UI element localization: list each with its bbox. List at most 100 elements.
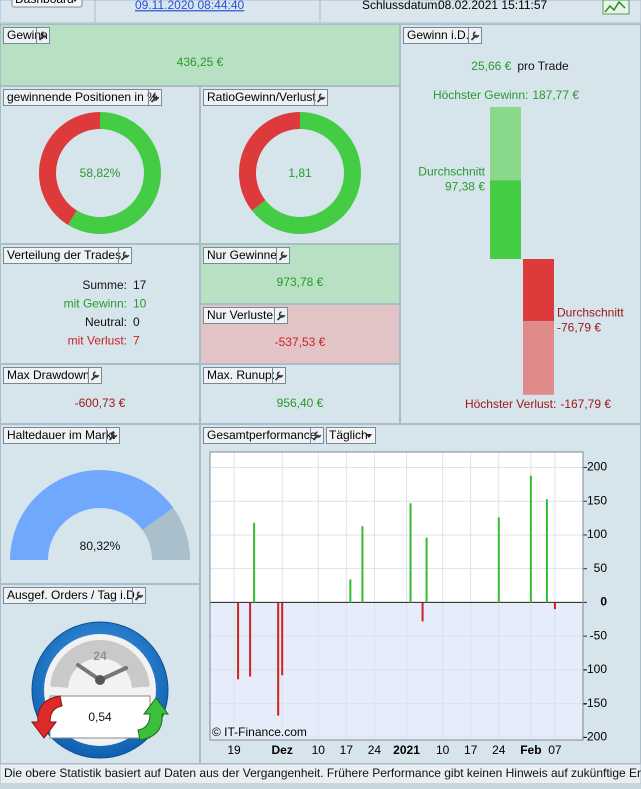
bar bbox=[545, 499, 548, 603]
trade-row-value: 7 bbox=[133, 334, 140, 348]
trade-row-value: 17 bbox=[133, 278, 147, 292]
donut-loss bbox=[39, 112, 100, 225]
gewinn-panel bbox=[0, 24, 400, 86]
max-drawdown-value: -600,73 € bbox=[75, 396, 126, 410]
bar bbox=[425, 537, 428, 603]
y-tick-label: -150 bbox=[583, 696, 607, 710]
x-tick-label: Dez bbox=[272, 743, 293, 757]
wrench-icon[interactable] bbox=[120, 251, 130, 261]
wrench-icon[interactable] bbox=[470, 31, 480, 41]
donut-label: 58,82% bbox=[80, 166, 121, 180]
wrench-icon[interactable] bbox=[150, 93, 160, 103]
y-tick-label: -100 bbox=[583, 662, 607, 676]
y-tick-label: 0 bbox=[600, 595, 607, 609]
plot-frame bbox=[209, 451, 584, 741]
bar bbox=[421, 602, 424, 622]
bar-label-name: Durchschnitt bbox=[557, 305, 624, 319]
x-tick-label: 10 bbox=[312, 743, 326, 757]
x-tick-label: 17 bbox=[464, 743, 478, 757]
panel-header bbox=[403, 27, 482, 44]
end-label: Schlussdatum: bbox=[362, 0, 441, 12]
panel-header bbox=[203, 89, 328, 106]
range-bar bbox=[490, 107, 521, 181]
x-tick-label: 2021 bbox=[393, 743, 420, 757]
range-bar bbox=[523, 259, 554, 322]
credit: © IT-Finance.com bbox=[212, 725, 307, 739]
panel-header bbox=[3, 27, 50, 44]
wrench-icon[interactable] bbox=[276, 311, 286, 321]
start-date-link: 09.11.2020 08:44:40 bbox=[135, 0, 245, 12]
panel-header bbox=[3, 427, 120, 444]
gauge-label: 80,32% bbox=[80, 539, 121, 553]
bar bbox=[281, 602, 284, 676]
clock-dial-label: 24 bbox=[93, 649, 107, 663]
panel-title: gewinnende Positionen in % bbox=[7, 90, 158, 104]
gauge-rest bbox=[142, 507, 190, 560]
wrench-icon[interactable] bbox=[312, 431, 322, 441]
wrench-icon[interactable] bbox=[316, 93, 326, 103]
headline: 25,66 € pro Trade bbox=[471, 59, 569, 73]
bar-label-value: -76,79 € bbox=[557, 320, 601, 334]
nur-verluste-value: -537,53 € bbox=[275, 335, 326, 349]
footer-text: Die obere Statistik basiert auf Daten au… bbox=[4, 766, 641, 780]
wrench-icon[interactable] bbox=[278, 251, 288, 261]
wrench-icon[interactable] bbox=[90, 371, 100, 381]
menu-button[interactable] bbox=[11, 0, 83, 8]
panel-title: Gesamtperformance bbox=[207, 428, 317, 442]
y-tick-label: 200 bbox=[587, 460, 607, 474]
x-tick-label: 24 bbox=[368, 743, 382, 757]
panel-header bbox=[3, 89, 162, 106]
y-tick-label: 150 bbox=[587, 493, 607, 507]
panel-header bbox=[203, 307, 288, 324]
panel-title: RatioGewinn/Verlust bbox=[207, 90, 316, 104]
bar bbox=[277, 602, 280, 716]
panel-header bbox=[3, 247, 132, 264]
bar-label: Höchster Verlust: -167,79 € bbox=[465, 397, 611, 411]
wrench-icon[interactable] bbox=[134, 591, 144, 601]
x-tick-label: 10 bbox=[436, 743, 450, 757]
period-label: Täglich bbox=[329, 428, 368, 442]
bar bbox=[361, 526, 364, 603]
panel-title: Max Drawdown bbox=[7, 368, 90, 382]
donut-loss bbox=[239, 112, 300, 211]
panel-title: Max. Runup: bbox=[207, 368, 275, 382]
arrow-up bbox=[137, 697, 169, 741]
wrench-icon[interactable] bbox=[274, 371, 284, 381]
period-dropdown[interactable] bbox=[326, 427, 376, 444]
y-tick-label: -200 bbox=[583, 729, 607, 743]
headline-unit: pro Trade bbox=[517, 59, 569, 73]
bar bbox=[249, 602, 252, 677]
trade-row-label: mit Verlust: bbox=[68, 334, 127, 348]
plot-negative bbox=[210, 602, 583, 740]
bar-label-value: 187,77 € bbox=[532, 88, 579, 102]
y-tick-label: 50 bbox=[594, 561, 608, 575]
trade-row-label: mit Gewinn: bbox=[64, 297, 127, 311]
arrow-down bbox=[31, 695, 63, 739]
donut-win bbox=[67, 112, 162, 235]
panel-title: Ausgef. Orders / Tag i.D. bbox=[7, 588, 138, 602]
wrench-icon[interactable] bbox=[38, 31, 48, 41]
donut-label: 1,81 bbox=[288, 166, 312, 180]
bar-label-name: Durchschnitt bbox=[418, 164, 485, 178]
end-date: 08.02.2021 15:11:57 bbox=[438, 0, 548, 12]
panel-header bbox=[203, 367, 286, 384]
wrench-icon[interactable] bbox=[108, 431, 118, 441]
trade-row-value: 0 bbox=[133, 315, 140, 329]
trades-panel bbox=[0, 244, 200, 364]
bar-label-value: 97,38 € bbox=[445, 179, 485, 193]
range-bar bbox=[523, 321, 554, 395]
x-tick-label: 19 bbox=[227, 743, 241, 757]
x-tick-label: 24 bbox=[492, 743, 506, 757]
dropdown-arrow bbox=[366, 434, 372, 438]
panel-title: Verteilung der Trades bbox=[7, 248, 121, 262]
headline-value: 25,66 € bbox=[471, 59, 511, 73]
trade-row-value: 10 bbox=[133, 297, 147, 311]
bar bbox=[497, 517, 500, 603]
y-tick-label: -50 bbox=[590, 628, 608, 642]
bar bbox=[553, 602, 556, 610]
clock-hub bbox=[95, 675, 105, 685]
panel-header bbox=[203, 427, 324, 444]
trade-row-label: Neutral: bbox=[85, 315, 127, 329]
orders-value: 0,54 bbox=[88, 710, 112, 724]
menu-label: Dashboard bbox=[15, 0, 74, 6]
